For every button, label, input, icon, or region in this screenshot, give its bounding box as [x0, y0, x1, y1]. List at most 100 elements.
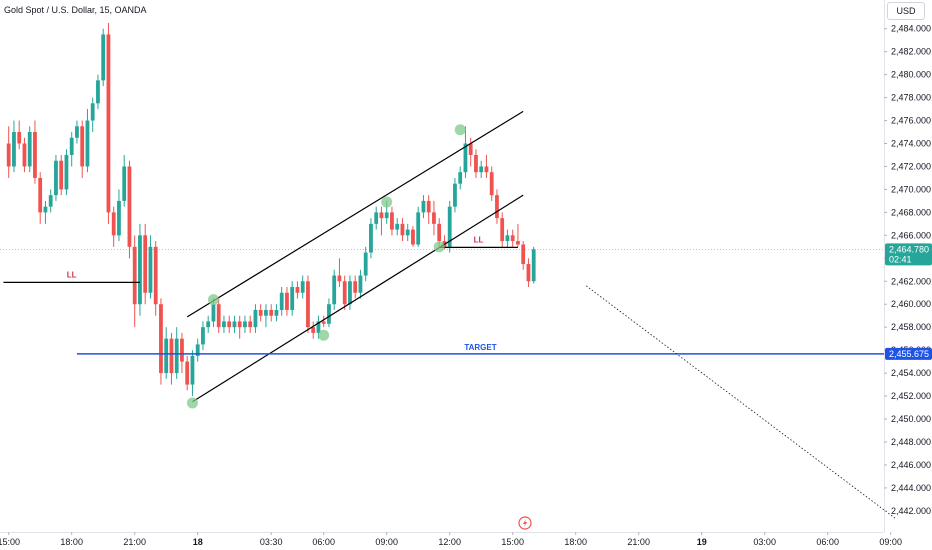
candle-body: [101, 34, 106, 81]
candle: [195, 338, 200, 362]
candle: [479, 160, 484, 178]
candle-body: [22, 143, 27, 167]
candle: [327, 298, 331, 328]
pivot-marker: [433, 241, 445, 253]
candle-body: [321, 321, 326, 324]
candle-body: [521, 244, 526, 265]
candle-body: [69, 137, 74, 155]
candle-body: [206, 321, 211, 328]
candle: [495, 189, 499, 224]
candle-body: [27, 132, 32, 167]
candle: [363, 246, 368, 282]
y-tick-label: 2,450.000: [891, 414, 931, 424]
candle: [526, 258, 531, 287]
candle: [96, 74, 100, 110]
candle-body: [411, 229, 415, 245]
candle-body: [295, 287, 300, 293]
candle: [248, 315, 253, 333]
candle: [390, 206, 394, 236]
candle: [426, 195, 431, 224]
candle: [432, 200, 436, 236]
candle-body: [201, 327, 205, 345]
candle: [122, 154, 127, 207]
y-tick-label: 2,466.000: [891, 230, 931, 240]
candle: [453, 177, 457, 213]
tradingview-lightning-icon: [518, 516, 532, 530]
candle-body: [484, 166, 489, 173]
x-tick-label: 09:00: [879, 537, 902, 547]
candle-body: [369, 223, 373, 253]
candle-body: [468, 143, 473, 155]
candle-body: [180, 338, 184, 362]
candle-body: [290, 287, 295, 310]
candle: [264, 304, 268, 328]
x-tick-label: 09:00: [375, 537, 398, 547]
candle-body: [159, 304, 163, 374]
x-tick-label: 18:00: [60, 537, 83, 547]
target-price-badge: 2,455.675: [885, 347, 932, 360]
candle-body: [174, 338, 179, 374]
y-tick-label: 2,446.000: [891, 460, 931, 470]
x-tick-label: 06:00: [816, 537, 839, 547]
y-tick-label: 2,458.000: [891, 322, 931, 332]
candle-body: [264, 309, 268, 316]
candle: [43, 200, 48, 224]
candle: [80, 120, 85, 178]
candle: [169, 332, 174, 385]
candle-body: [190, 355, 195, 385]
candle-body: [353, 281, 358, 293]
candle-body: [300, 281, 305, 293]
candle-body: [447, 206, 452, 247]
candle-body: [505, 235, 510, 242]
ll-label: LL: [67, 270, 77, 279]
candle: [69, 132, 74, 167]
x-tick-label: 03:00: [753, 537, 776, 547]
target-price-badge-bg: [885, 347, 932, 360]
candle-body: [285, 292, 289, 310]
candle-body: [516, 241, 520, 245]
currency-button[interactable]: USD: [887, 2, 925, 20]
channel-lower-line: [192, 194, 524, 403]
symbol-title: Gold Spot / U.S. Dollar, 15, OANDA: [4, 5, 147, 15]
channel-upper-line: [186, 110, 524, 318]
candle: [405, 223, 410, 242]
candle: [190, 350, 195, 397]
pivot-marker: [381, 196, 393, 208]
y-tick-label: 2,462.000: [891, 276, 931, 286]
candle: [174, 327, 179, 379]
candle-body: [510, 235, 515, 242]
candle-body: [489, 172, 494, 196]
candle: [64, 149, 69, 196]
candle-body: [495, 195, 499, 219]
candle-body: [432, 212, 436, 224]
candle: [332, 269, 337, 310]
candle: [290, 281, 295, 316]
y-tick-label: 2,442.000: [891, 506, 931, 516]
candle-body: [458, 172, 463, 184]
candle: [279, 287, 284, 316]
candle: [227, 315, 232, 333]
y-tick-label: 2,468.000: [891, 207, 931, 217]
candle: [159, 298, 163, 385]
candle-body: [348, 281, 352, 305]
candle: [411, 226, 415, 247]
candle-body: [437, 223, 442, 242]
candle-body: [337, 275, 342, 282]
candle-body: [90, 103, 95, 121]
candle-body: [463, 143, 468, 173]
candle: [85, 109, 90, 173]
candle: [12, 120, 16, 173]
candle-body: [195, 344, 200, 356]
candle: [468, 137, 473, 167]
candle: [321, 315, 326, 328]
candle: [111, 206, 116, 247]
candle: [59, 154, 64, 196]
candle-body: [327, 304, 331, 324]
candle-body: [85, 120, 90, 167]
x-tick-label: 12:00: [438, 537, 461, 547]
candle-body: [54, 160, 58, 196]
candle-body: [17, 132, 22, 144]
candle-body: [269, 309, 274, 316]
candle: [358, 269, 363, 299]
